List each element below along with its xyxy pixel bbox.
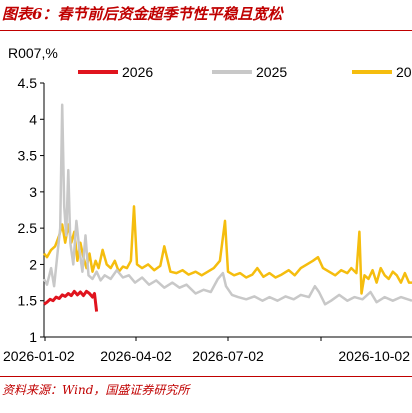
series-line-2026 — [43, 289, 99, 312]
source-note: 资料来源：Wind，国盛证券研究所 — [2, 383, 190, 397]
legend-label-2026: 2026 — [122, 64, 153, 80]
y-tick-label: 2.5 — [18, 220, 38, 236]
legend-label-2025: 2025 — [256, 64, 287, 80]
x-axis: 2026-01-02 2026-04-02 2026-07-02 2026-10-02 — [3, 336, 412, 364]
y-axis: 1 1.5 2 2.5 3 3.5 4 4.5 — [18, 75, 45, 345]
source-rule — [0, 376, 412, 377]
y-tick-label: 1.5 — [18, 293, 38, 309]
y-tick-label: 4 — [29, 111, 37, 127]
x-tick-label: 2026-07-02 — [192, 348, 264, 364]
y-tick-label: 3.5 — [18, 148, 38, 164]
y-tick-label: 2 — [29, 256, 37, 272]
y-tick-label: 4.5 — [18, 75, 38, 91]
y-axis-unit-label: R007,% — [8, 45, 58, 61]
title-rule — [0, 30, 412, 31]
legend-label-2024: 2024 — [396, 64, 412, 80]
x-tick-label: 2026-04-02 — [100, 348, 172, 364]
series-line-2025 — [42, 103, 412, 306]
figure-title: 图表6：春节前后资金超季节性平稳且宽松 — [2, 5, 283, 23]
series-line-2024 — [43, 205, 412, 295]
series-layer — [42, 103, 412, 312]
chart-legend: 2026 2025 2024 — [78, 64, 412, 80]
y-tick-label: 1 — [29, 329, 37, 345]
x-tick-label: 2026-10-02 — [338, 348, 410, 364]
y-tick-label: 3 — [29, 184, 37, 200]
x-tick-label: 2026-01-02 — [3, 348, 75, 364]
